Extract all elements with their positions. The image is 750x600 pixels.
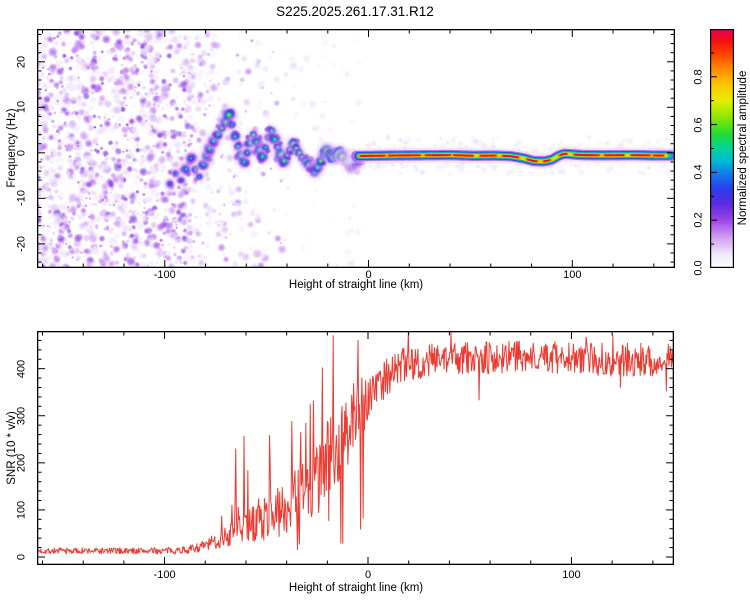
snr-y-tick-label: 200 bbox=[15, 453, 28, 473]
colorbar-tick-label: 0.8 bbox=[692, 69, 705, 85]
snr-y-tick-label: 400 bbox=[15, 359, 28, 378]
spectrogram-y-axis-label: Frequency (Hz) bbox=[6, 108, 18, 188]
spectrogram-y-tick-label: 0 bbox=[15, 149, 28, 156]
spectrogram-y-tick-label: 10 bbox=[15, 101, 28, 114]
colorbar-tick-label: 0.4 bbox=[692, 164, 705, 181]
snr-x-tick-label: -100 bbox=[153, 569, 176, 581]
snr-y-tick-label: 0 bbox=[15, 553, 28, 561]
colorbar-tick-label: 0.0 bbox=[692, 260, 705, 276]
spectrogram-x-axis-label: Height of straight line (km) bbox=[288, 279, 424, 291]
spectrogram-x-tick-label: -100 bbox=[153, 269, 176, 281]
colorbar bbox=[710, 29, 734, 268]
spectrogram-x-tick-label: 0 bbox=[365, 269, 372, 281]
snr-plot bbox=[37, 331, 674, 565]
colorbar-tick-label: 0.2 bbox=[692, 212, 705, 228]
snr-x-tick-label: 0 bbox=[364, 569, 372, 581]
snr-y-tick-label: 100 bbox=[15, 500, 28, 520]
spectrogram-y-tick-label: 20 bbox=[15, 55, 28, 68]
spectrogram-y-tick-label: -10 bbox=[15, 190, 28, 207]
snr-x-axis-label: Height of straight line (km) bbox=[288, 582, 424, 594]
snr-y-tick-label: 300 bbox=[15, 406, 28, 425]
spectrogram-x-tick-label: 100 bbox=[563, 269, 582, 281]
colorbar-label: Normalized spectral amplitude bbox=[737, 70, 749, 226]
snr-x-tick-label: 100 bbox=[562, 569, 581, 581]
figure-title: S225.2025.261.17.31.R12 bbox=[276, 4, 434, 19]
colorbar-tick-label: 0.6 bbox=[692, 116, 705, 133]
spectrogram-plot bbox=[37, 29, 675, 268]
spectrogram-y-tick-label: -20 bbox=[15, 235, 28, 252]
